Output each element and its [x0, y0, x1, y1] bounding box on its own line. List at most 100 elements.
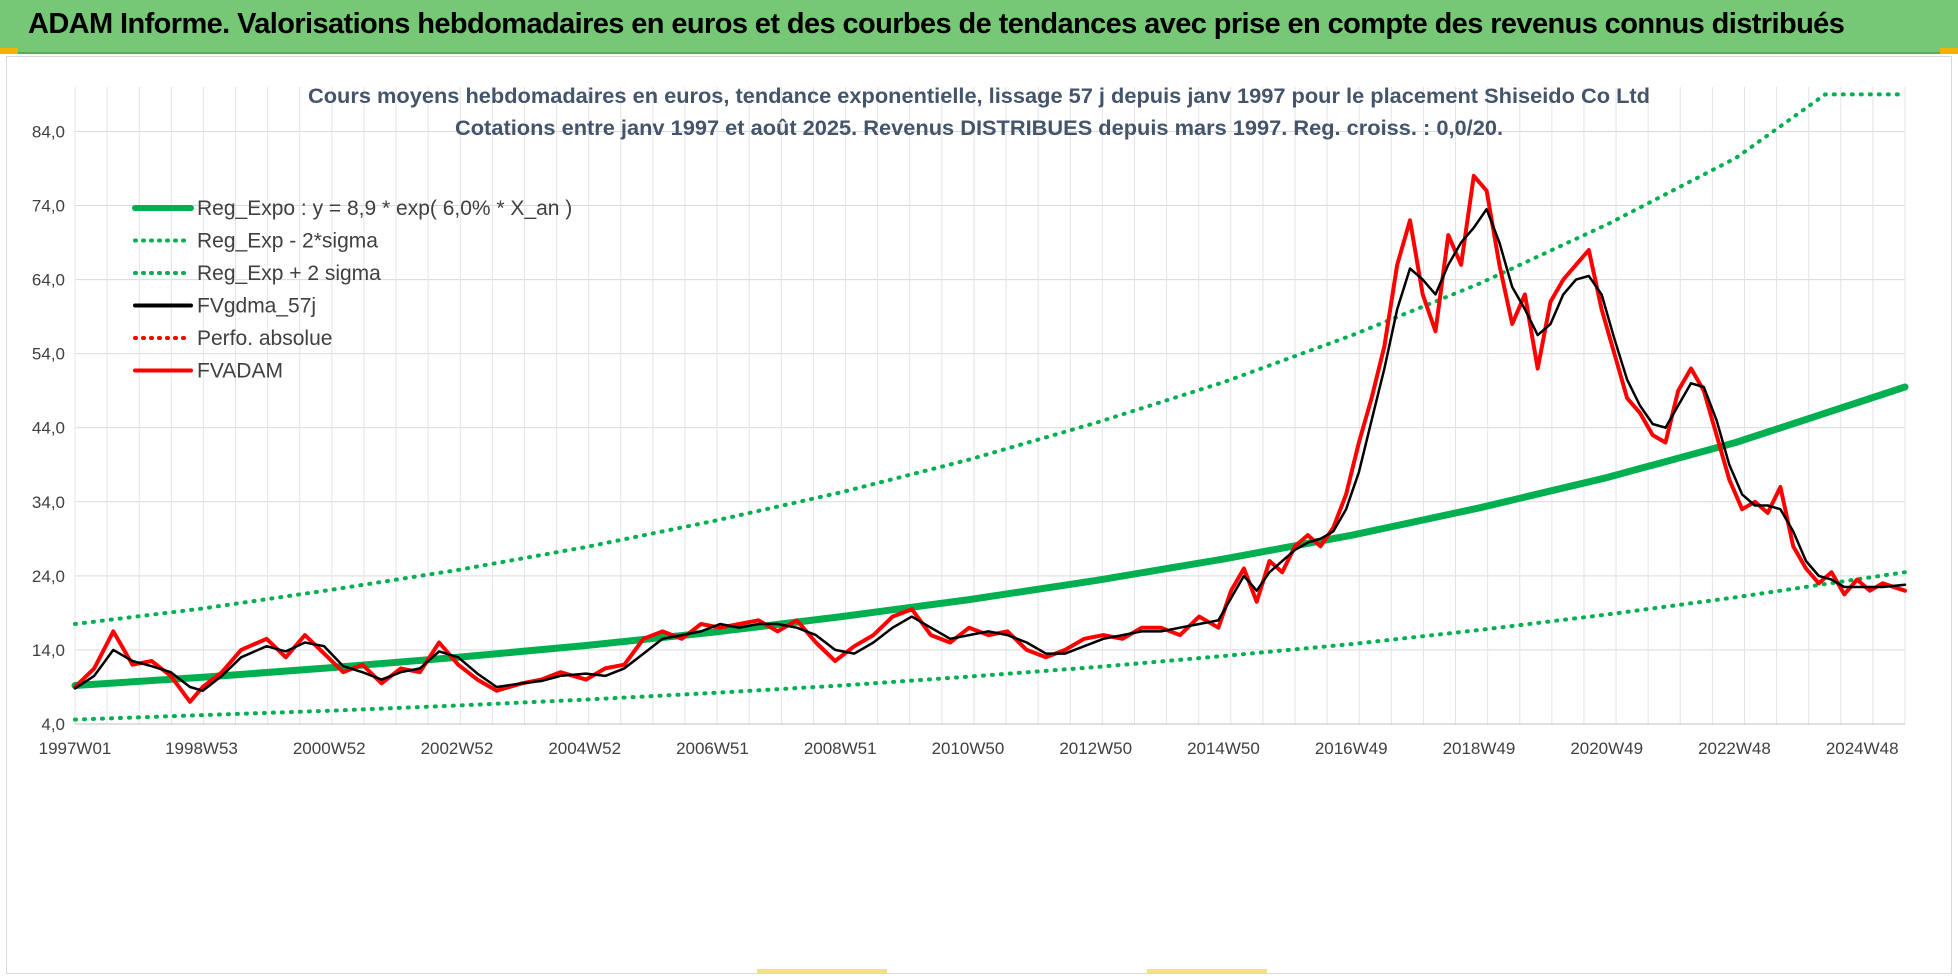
- data-point: [1448, 235, 1449, 236]
- data-point: [1243, 568, 1244, 569]
- data-point: [1096, 422, 1097, 423]
- data-point: [1904, 386, 1905, 387]
- data-point: [1614, 338, 1615, 339]
- data-point: [151, 660, 152, 661]
- data-point: [854, 646, 855, 647]
- data-point: [585, 645, 586, 646]
- data-point: [202, 690, 203, 691]
- data-point: [1397, 264, 1398, 265]
- x-tick-label: 2010W50: [932, 739, 1005, 758]
- data-point: [400, 672, 401, 673]
- data-point: [1358, 472, 1359, 473]
- data-point: [1742, 494, 1743, 495]
- data-point: [439, 651, 440, 652]
- data-point: [343, 666, 344, 667]
- x-tick-label: 2020W49: [1570, 739, 1643, 758]
- series-line-0: [71, 383, 1909, 689]
- data-point: [1690, 368, 1691, 369]
- data-point: [1486, 209, 1487, 210]
- data-point: [1045, 653, 1046, 654]
- data-point: [1435, 331, 1436, 332]
- data-point: [1103, 638, 1104, 639]
- data-point: [1729, 464, 1730, 465]
- data-point: [1904, 590, 1905, 591]
- report-title: ADAM Informe. Valorisations hebdomadaire…: [28, 8, 1845, 40]
- data-point: [1780, 509, 1781, 510]
- data-point: [1333, 531, 1334, 532]
- data-point: [189, 701, 190, 702]
- data-point: [1818, 583, 1819, 584]
- data-point: [1243, 575, 1244, 576]
- data-point: [1857, 579, 1858, 580]
- data-point: [1480, 283, 1481, 284]
- data-point: [1371, 398, 1372, 399]
- data-point: [815, 642, 816, 643]
- data-point: [1409, 220, 1410, 221]
- data-point: [624, 664, 625, 665]
- data-point: [1607, 614, 1608, 615]
- series-line-1: [73, 570, 1907, 722]
- data-point: [1767, 512, 1768, 513]
- data-point: [1831, 579, 1832, 580]
- data-point: [285, 657, 286, 658]
- data-point: [796, 627, 797, 628]
- grid-layer: [74, 87, 1906, 725]
- data-point: [324, 646, 325, 647]
- data-point: [132, 664, 133, 665]
- data-point: [1690, 383, 1691, 384]
- data-point: [841, 492, 842, 493]
- data-point: [74, 719, 75, 720]
- data-point: [969, 627, 970, 628]
- data-point: [113, 631, 114, 632]
- x-tick-label: 2016W49: [1315, 739, 1388, 758]
- data-point: [969, 599, 970, 600]
- x-tick-label: 2024W48: [1826, 739, 1899, 758]
- data-point: [1627, 379, 1628, 380]
- data-point: [1473, 175, 1474, 176]
- data-point: [758, 623, 759, 624]
- data-point: [739, 627, 740, 628]
- data-point: [1652, 423, 1653, 424]
- data-point: [1026, 642, 1027, 643]
- data-point: [1422, 294, 1423, 295]
- data-point: [1524, 309, 1525, 310]
- data-point: [94, 675, 95, 676]
- data-point: [1007, 635, 1008, 636]
- legend-label-4: Perfo. absolue: [197, 327, 332, 350]
- data-point: [458, 705, 459, 706]
- data-point: [1224, 381, 1225, 382]
- data-point: [381, 683, 382, 684]
- data-point: [221, 672, 222, 673]
- data-point: [151, 666, 152, 667]
- data-point: [1575, 264, 1576, 265]
- legend-label-3: FVgdma_57j: [197, 295, 316, 318]
- data-point: [1352, 335, 1353, 336]
- data-point: [585, 679, 586, 680]
- data-point: [713, 520, 714, 521]
- data-point: [1269, 560, 1270, 561]
- data-point: [892, 616, 893, 617]
- data-point: [343, 672, 344, 673]
- data-point: [419, 668, 420, 669]
- price-chart: 4,0 14,0 24,0 34,0 44,0 54,0 64,0 74,0 84,0 1997W…: [32, 85, 1909, 758]
- data-point: [1793, 531, 1794, 532]
- data-point: [758, 620, 759, 621]
- data-point: [911, 616, 912, 617]
- data-point: [605, 675, 606, 676]
- data-point: [1218, 627, 1219, 628]
- data-point: [1371, 420, 1372, 421]
- y-tick-label: 54,0: [32, 345, 65, 364]
- data-point: [1601, 294, 1602, 295]
- x-tick-label: 2022W48: [1698, 739, 1771, 758]
- data-point: [241, 649, 242, 650]
- data-point: [700, 631, 701, 632]
- data-point: [585, 673, 586, 674]
- data-point: [1160, 627, 1161, 628]
- series-line-5: [73, 173, 1907, 704]
- y-tick-label: 4,0: [41, 715, 65, 734]
- data-point: [1320, 538, 1321, 539]
- label-layer: 4,0 14,0 24,0 34,0 44,0 54,0 64,0 74,0 84,0 1997W…: [32, 85, 1899, 758]
- data-point: [873, 642, 874, 643]
- data-point: [400, 668, 401, 669]
- data-point: [324, 653, 325, 654]
